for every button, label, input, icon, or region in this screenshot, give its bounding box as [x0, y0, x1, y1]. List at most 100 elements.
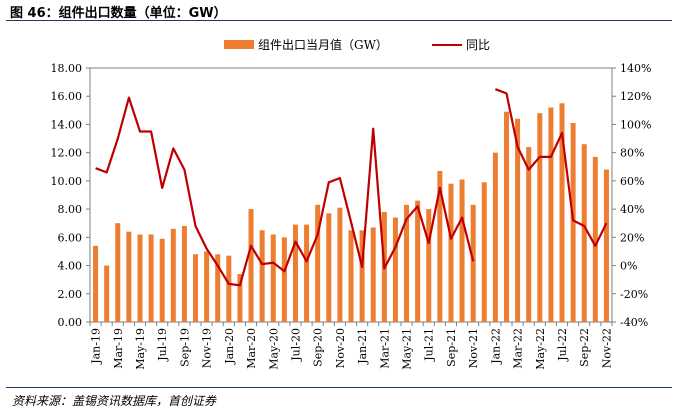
- x-tick-label: Mar-20: [245, 328, 258, 369]
- bar-mar-20: [248, 209, 254, 322]
- x-tick-label: Jan-21: [356, 328, 369, 365]
- bar-jun-22: [548, 107, 554, 322]
- y-left-tick-label: 12.00: [51, 147, 83, 160]
- bar-dec-20: [348, 230, 354, 322]
- x-tick-label: Mar-22: [512, 328, 525, 369]
- bar-oct-19: [193, 254, 199, 322]
- x-tick-label: Sep-20: [312, 328, 325, 367]
- bar-may-22: [537, 113, 543, 323]
- y-left-tick-label: 4.00: [58, 260, 83, 273]
- bar-jun-20: [281, 237, 287, 322]
- y-left-tick-label: 0.00: [58, 316, 83, 329]
- bar-jan-22: [492, 152, 498, 322]
- title-rule: [6, 20, 672, 21]
- bar-nov-22: [603, 169, 609, 322]
- bar-feb-22: [503, 111, 509, 322]
- y-left-tick-label: 18.00: [51, 62, 83, 75]
- bar-apr-22: [526, 147, 532, 322]
- y-right-tick-label: 20%: [620, 231, 644, 244]
- bar-mar-22: [515, 118, 521, 322]
- x-tick-label: Sep-19: [178, 328, 191, 367]
- bar-feb-20: [237, 274, 243, 322]
- bar-jan-19: [93, 245, 99, 322]
- bar-jan-20: [226, 255, 232, 322]
- x-tick-label: Nov-21: [467, 328, 480, 368]
- y-left-tick-label: 14.00: [51, 118, 83, 131]
- figure-title: 图 46：组件出口数量（单位：GW）: [10, 6, 227, 21]
- x-tick-label: Jul-20: [289, 328, 302, 362]
- x-tick-label: May-21: [401, 328, 414, 370]
- x-tick-label: May-19: [134, 328, 147, 370]
- bar-sep-22: [581, 144, 587, 322]
- bar-feb-21: [370, 227, 376, 322]
- source-note: 资料来源：盖锡资讯数据库，首创证券: [12, 394, 217, 408]
- bar-dec-19: [215, 254, 221, 322]
- x-tick-label: May-20: [267, 328, 280, 370]
- bar-oct-21: [459, 179, 465, 322]
- bar-aug-22: [570, 123, 576, 323]
- bar-oct-20: [326, 213, 332, 322]
- y-right-tick-label: -20%: [620, 288, 648, 301]
- bar-jul-22: [559, 103, 565, 323]
- x-tick-label: Nov-19: [201, 328, 214, 368]
- x-tick-label: Mar-19: [112, 328, 125, 369]
- legend-swatch-bar: [224, 40, 254, 49]
- bar-jun-19: [148, 234, 154, 322]
- bar-sep-21: [448, 183, 454, 322]
- bar-jul-19: [159, 238, 165, 322]
- y-right-tick-label: 140%: [620, 62, 651, 75]
- bar-nov-20: [337, 207, 343, 322]
- y-left-tick-label: 16.00: [51, 90, 83, 103]
- y-left-tick-label: 6.00: [58, 231, 83, 244]
- legend-label-line: 同比: [466, 38, 490, 52]
- bar-aug-21: [437, 171, 443, 322]
- y-right-tick-label: 120%: [620, 90, 651, 103]
- bar-apr-19: [126, 231, 132, 322]
- x-tick-label: Jan-20: [223, 328, 236, 365]
- y-right-tick-label: 60%: [620, 175, 644, 188]
- plot-area: 0.00 2.00 4.00 6.00 8.00 10.00 12.00 14.00 16.00…: [51, 62, 652, 370]
- bar-aug-20: [304, 224, 310, 322]
- x-tick-label: Jan-19: [90, 328, 103, 365]
- x-tick-label: May-22: [534, 328, 547, 370]
- x-tick-label: Sep-22: [578, 328, 591, 367]
- bar-aug-19: [170, 228, 176, 322]
- bar-sep-20: [315, 204, 321, 322]
- x-tick-label: Jan-22: [489, 328, 502, 365]
- x-tick-label: Jul-21: [423, 328, 436, 362]
- bar-nov-19: [204, 251, 210, 322]
- bar-nov-21: [470, 204, 476, 322]
- x-tick-label: Nov-20: [334, 328, 347, 368]
- bar-dec-21: [481, 182, 487, 322]
- bar-may-19: [137, 234, 143, 322]
- bar-oct-22: [592, 156, 598, 322]
- bar-feb-19: [104, 265, 110, 322]
- y-left-tick-label: 10.00: [51, 175, 83, 188]
- yoy-line: [95, 88, 608, 287]
- x-tick-label: Jul-19: [156, 328, 169, 362]
- bar-apr-21: [392, 217, 398, 322]
- y-left-tick-label: 2.00: [58, 288, 83, 301]
- x-tick-label: Mar-21: [378, 328, 391, 369]
- y-right-tick-label: -40%: [620, 316, 648, 329]
- x-tick-label: Sep-21: [445, 328, 458, 367]
- bar-jul-21: [426, 209, 432, 322]
- legend-label-bars: 组件出口当月值（GW）: [258, 37, 388, 52]
- bar-jul-20: [292, 224, 298, 322]
- bar-may-21: [404, 204, 410, 322]
- y-right-tick-label: 40%: [620, 203, 644, 216]
- bar-may-20: [270, 234, 276, 322]
- y-right-tick-label: 80%: [620, 147, 644, 160]
- x-tick-label: Jul-22: [556, 328, 569, 362]
- bar-mar-19: [115, 223, 121, 322]
- x-tick-label: Nov-22: [600, 328, 613, 368]
- bar-apr-20: [259, 230, 265, 322]
- y-left-tick-label: 8.00: [58, 203, 83, 216]
- y-right-tick-label: 0%: [620, 260, 637, 273]
- source-rule: [6, 387, 672, 388]
- legend: 组件出口当月值（GW） 同比: [224, 37, 490, 52]
- bar-jan-21: [359, 230, 365, 322]
- bar-jun-21: [415, 200, 421, 322]
- y-right-tick-label: 100%: [620, 118, 651, 131]
